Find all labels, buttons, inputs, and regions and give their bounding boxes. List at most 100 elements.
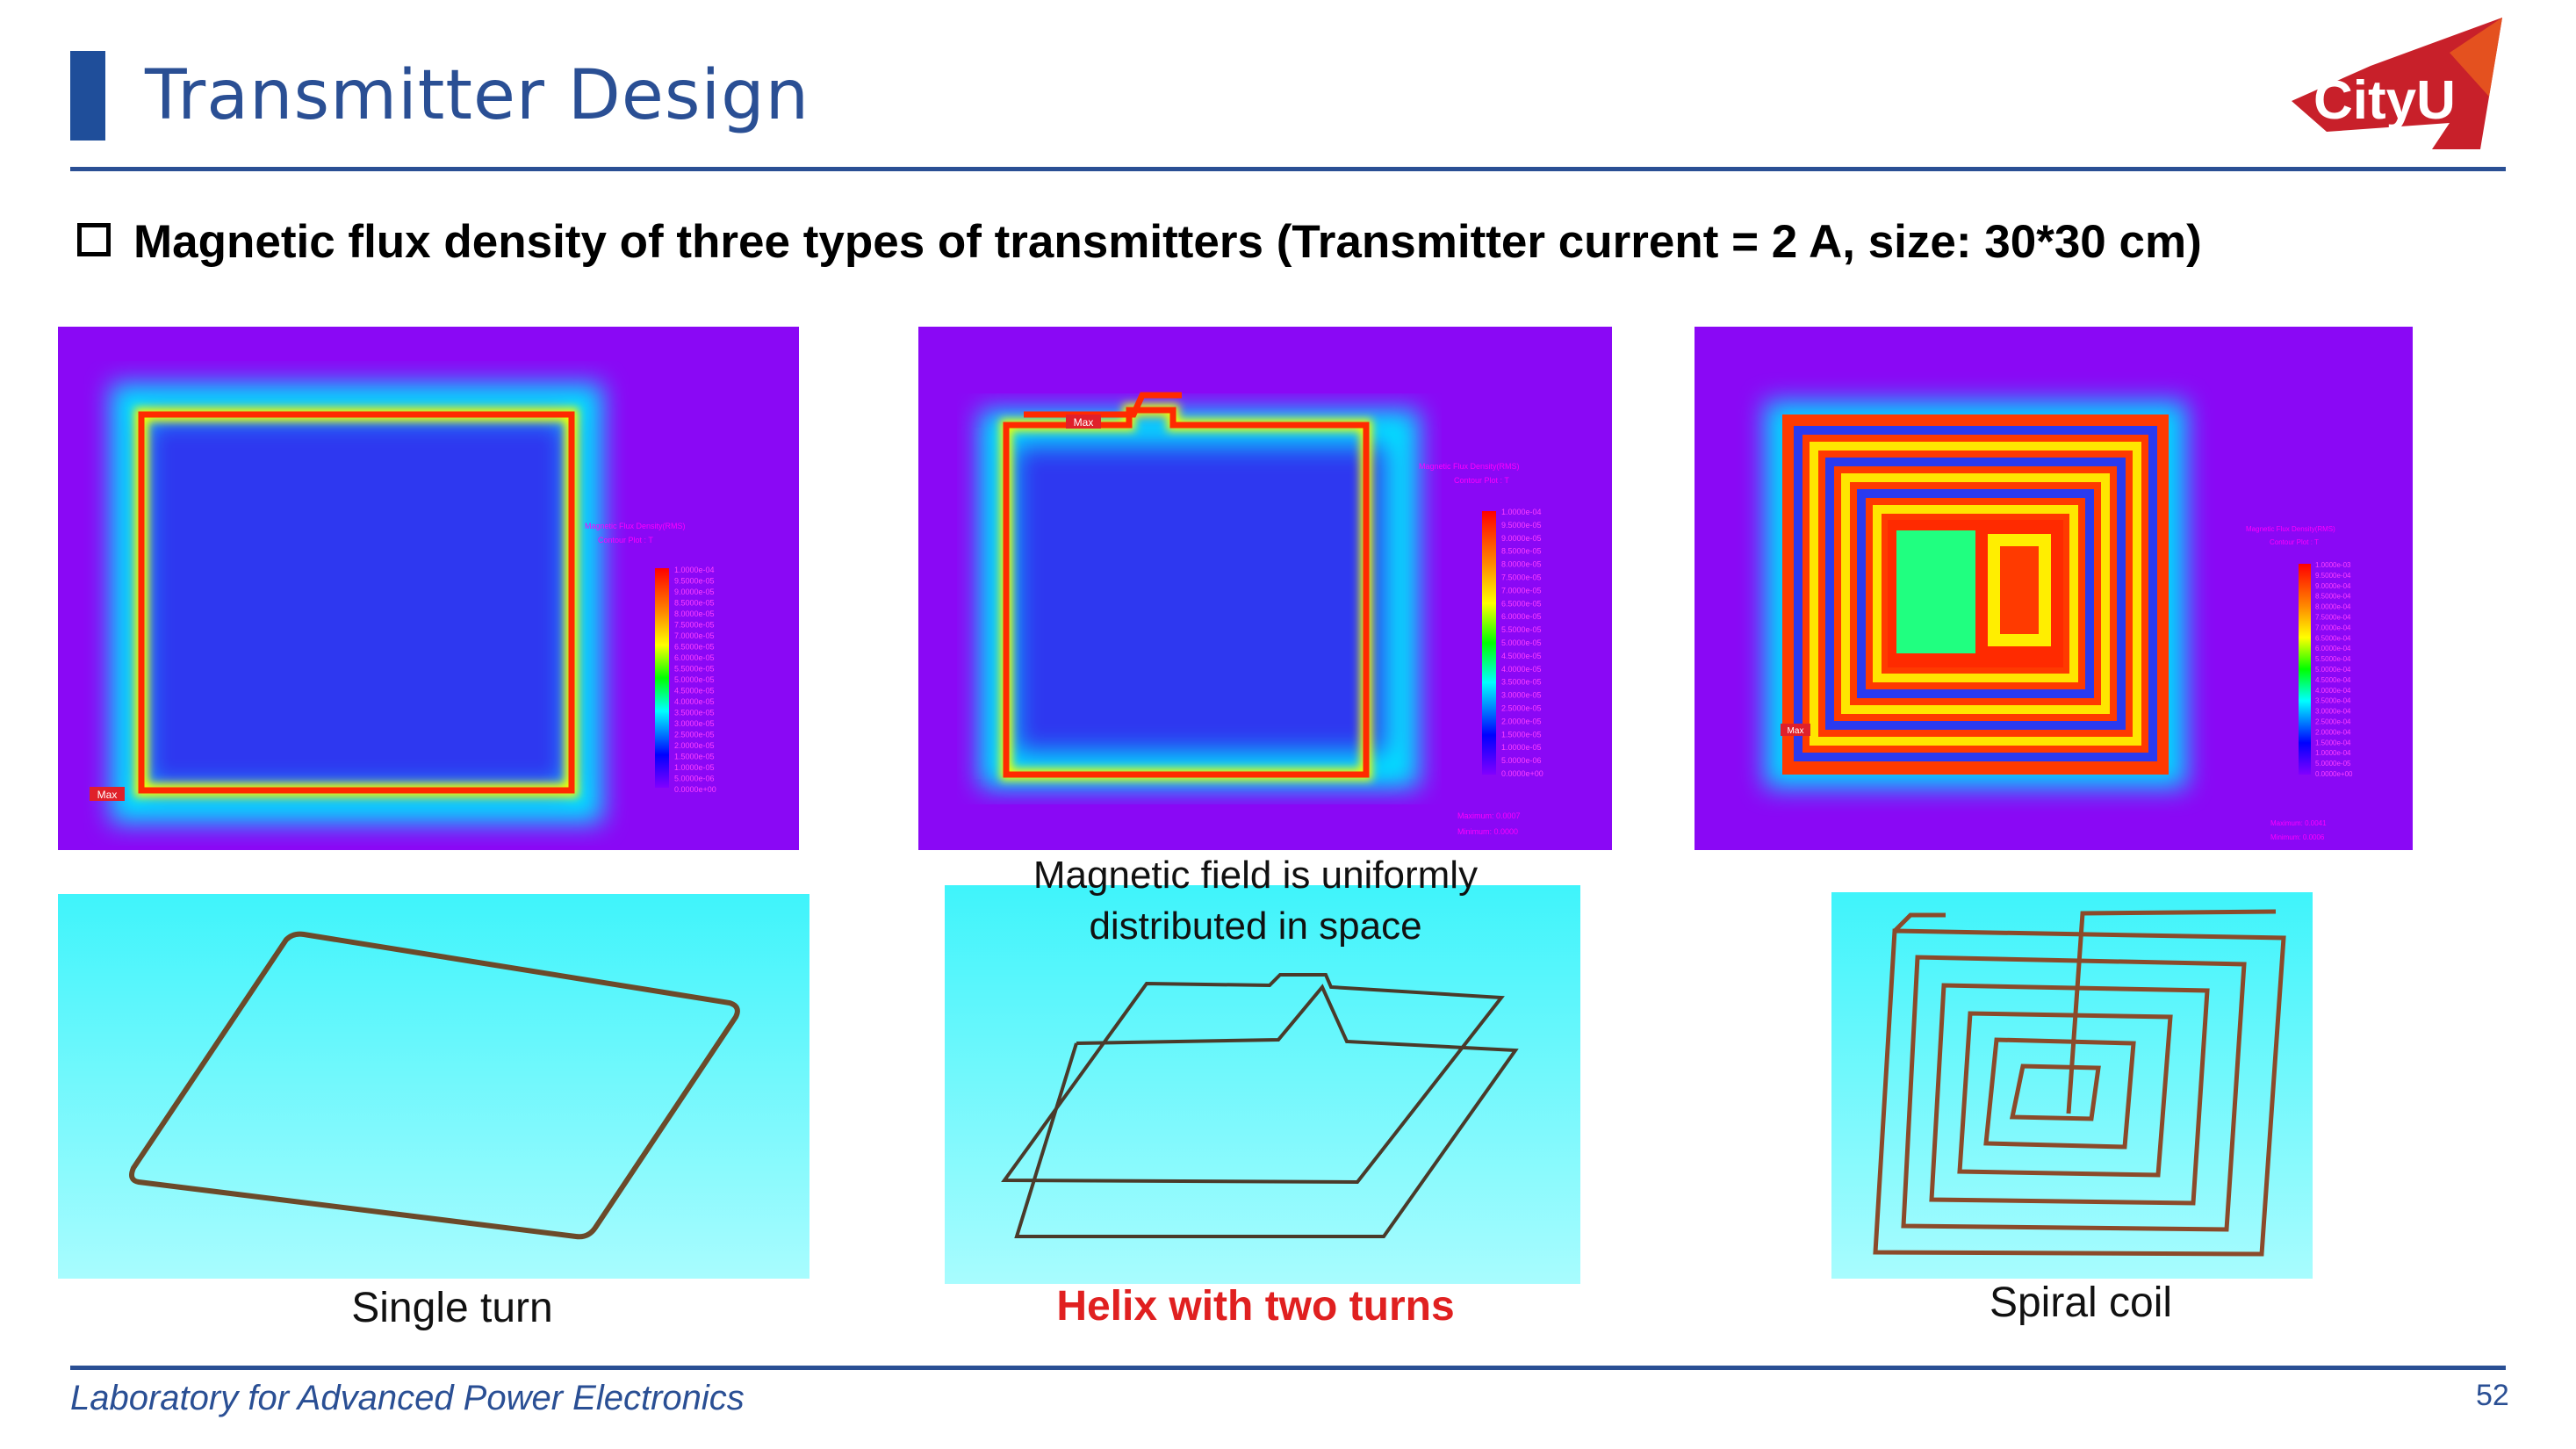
- cityu-logo: CityU: [2292, 18, 2502, 149]
- legend-tick-label: 7.0000e-05: [1501, 586, 1542, 595]
- legend-tick-label: 3.5000e-04: [2315, 697, 2351, 705]
- colorbar-legend: Magnetic Flux Density(RMS) Contour Plot …: [2246, 525, 2353, 841]
- legend-tick-label: 5.5000e-04: [2315, 655, 2351, 663]
- legend-tick-label: 6.5000e-05: [1501, 599, 1542, 608]
- colorbar-legend: Magnetic Flux Density(RMS) Contour Plot …: [1419, 462, 1543, 836]
- max-label: Max: [1788, 726, 1804, 736]
- inner-turn-center: [2000, 546, 2039, 634]
- legend-tick-label: 7.5000e-04: [2315, 614, 2351, 622]
- legend-tick-label: 5.0000e-04: [2315, 666, 2351, 674]
- coil-outline: [129, 931, 740, 1240]
- legend-tick-label: 4.5000e-04: [2315, 676, 2351, 684]
- title-accent-bar: [70, 51, 105, 141]
- max-label: Max: [97, 789, 118, 801]
- helix-coil: [1001, 973, 1519, 1238]
- legend-tick-label: 2.5000e-05: [1501, 704, 1542, 713]
- legend-tick-label: 5.0000e-05: [674, 675, 715, 684]
- legend-tick-label: 9.0000e-05: [674, 588, 715, 596]
- legend-title: Magnetic Flux Density(RMS): [585, 522, 686, 530]
- page-number: 52: [2476, 1379, 2509, 1412]
- legend-tick-label: 6.5000e-05: [674, 643, 715, 652]
- field-interior: [137, 410, 576, 797]
- cad-background: [945, 885, 1580, 1284]
- cad-background: [58, 894, 809, 1279]
- legend-tick-label: 3.0000e-04: [2315, 708, 2351, 716]
- legend-tick-label: 5.0000e-05: [1501, 638, 1542, 647]
- legend-tick-label: 4.5000e-05: [1501, 652, 1542, 660]
- legend-minimum: Minimum: 0.0006: [2270, 833, 2325, 841]
- spiral-bands: [1794, 426, 2157, 761]
- legend-tick-label: 3.5000e-05: [674, 709, 715, 717]
- legend-title: Magnetic Flux Density(RMS): [1419, 462, 1520, 471]
- legend-tick-label: 2.5000e-04: [2315, 718, 2351, 726]
- slide-subtitle: Magnetic flux density of three types of …: [133, 216, 2202, 268]
- sim-helix-two-turns: Max Magnetic Flux Density(RMS) Contour P…: [918, 327, 1612, 850]
- legend-tick-label: 1.0000e-03: [2315, 561, 2351, 569]
- max-marker: [1781, 724, 1810, 736]
- cad-single-turn: [58, 894, 809, 1279]
- legend-minimum: Minimum: 0.0000: [1457, 827, 1518, 836]
- legend-tick-label: 8.5000e-05: [1501, 547, 1542, 556]
- legend-tick-label: 6.0000e-04: [2315, 645, 2351, 652]
- legend-maximum: Maximum: 0.0041: [2270, 819, 2327, 827]
- colorbar: [2299, 564, 2311, 775]
- logo-text: CityU: [2313, 70, 2456, 131]
- coil-trace: [1003, 407, 1370, 778]
- legend-tick-label: 1.0000e-05: [674, 763, 715, 772]
- legend-maximum: Maximum: 0.0007: [1457, 811, 1521, 820]
- legend-tick-label: 8.0000e-05: [1501, 560, 1542, 569]
- legend-tick-label: 1.0000e-04: [1501, 508, 1542, 516]
- footer-rule: [70, 1366, 2506, 1370]
- legend-tick-label: 5.0000e-05: [2315, 760, 2351, 768]
- legend-tick-label: 4.0000e-05: [1501, 665, 1542, 674]
- legend-tick-label: 1.0000e-05: [1501, 743, 1542, 752]
- legend-tick-label: 2.0000e-05: [1501, 717, 1542, 725]
- sim-spiral-coil: Max Magnetic Flux Density(RMS) Contour P…: [1695, 327, 2413, 850]
- legend-ticks: 1.0000e-04 9.5000e-05 9.0000e-05 8.5000e-05…: [1501, 508, 1543, 778]
- max-label: Max: [1074, 416, 1094, 429]
- legend-tick-label: 2.0000e-05: [674, 741, 715, 750]
- legend-ticks: 1.0000e-04 9.5000e-05 9.0000e-05 8.5000e-05…: [674, 566, 716, 794]
- legend-subtitle: Contour Plot : T: [2270, 538, 2319, 546]
- legend-tick-label: 1.5000e-04: [2315, 739, 2351, 746]
- slide-title: Transmitter Design: [145, 56, 810, 135]
- legend-tick-label: 5.5000e-05: [1501, 625, 1542, 634]
- note-line-1: Magnetic field is uniformly: [1033, 854, 1479, 897]
- footer-lab-name: Laboratory for Advanced Power Electronic…: [70, 1379, 745, 1417]
- colorbar: [1482, 511, 1496, 775]
- legend-tick-label: 5.5000e-05: [674, 665, 715, 674]
- annotation-note: Magnetic field is uniformly distributed …: [966, 850, 1545, 952]
- legend-title: Magnetic Flux Density(RMS): [2246, 525, 2335, 533]
- legend-tick-label: 8.5000e-05: [674, 599, 715, 608]
- legend-tick-label: 3.0000e-05: [1501, 691, 1542, 700]
- field-interior: [993, 428, 1397, 779]
- cad-helix-two-turns: [945, 885, 1580, 1284]
- legend-tick-label: 4.0000e-04: [2315, 687, 2351, 695]
- colorbar: [655, 568, 669, 788]
- logo-accent: [2450, 18, 2502, 97]
- legend-tick-label: 9.0000e-04: [2315, 582, 2351, 590]
- legend-tick-label: 7.0000e-04: [2315, 624, 2351, 631]
- legend-tick-label: 0.0000e+00: [2315, 770, 2353, 778]
- coil-trace: [138, 411, 575, 794]
- legend-tick-label: 7.5000e-05: [1501, 573, 1542, 582]
- legend-tick-label: 2.0000e-04: [2315, 728, 2351, 736]
- caption-helix-two-turns: Helix with two turns: [1056, 1283, 1455, 1330]
- legend-tick-label: 7.0000e-05: [674, 631, 715, 640]
- colorbar-legend: Magnetic Flux Density(RMS) Contour Plot …: [585, 522, 716, 794]
- legend-tick-label: 9.5000e-04: [2315, 572, 2351, 580]
- legend-tick-label: 4.5000e-05: [674, 687, 715, 696]
- caption-single-turn: Single turn: [351, 1285, 553, 1331]
- legend-subtitle: Contour Plot : T: [1454, 476, 1509, 485]
- note-line-2: distributed in space: [1089, 905, 1422, 948]
- legend-tick-label: 8.0000e-05: [674, 609, 715, 618]
- legend-tick-label: 5.0000e-06: [674, 775, 715, 783]
- legend-subtitle: Contour Plot : T: [598, 536, 653, 544]
- legend-tick-label: 7.5000e-05: [674, 621, 715, 630]
- legend-tick-label: 8.5000e-04: [2315, 593, 2351, 601]
- legend-tick-label: 1.5000e-05: [674, 753, 715, 761]
- field-halo: [111, 384, 602, 823]
- max-marker: [90, 787, 125, 801]
- legend-tick-label: 1.0000e-04: [2315, 749, 2351, 757]
- sim-single-turn: Max Magnetic Flux Density(RMS) Contour P…: [58, 327, 799, 850]
